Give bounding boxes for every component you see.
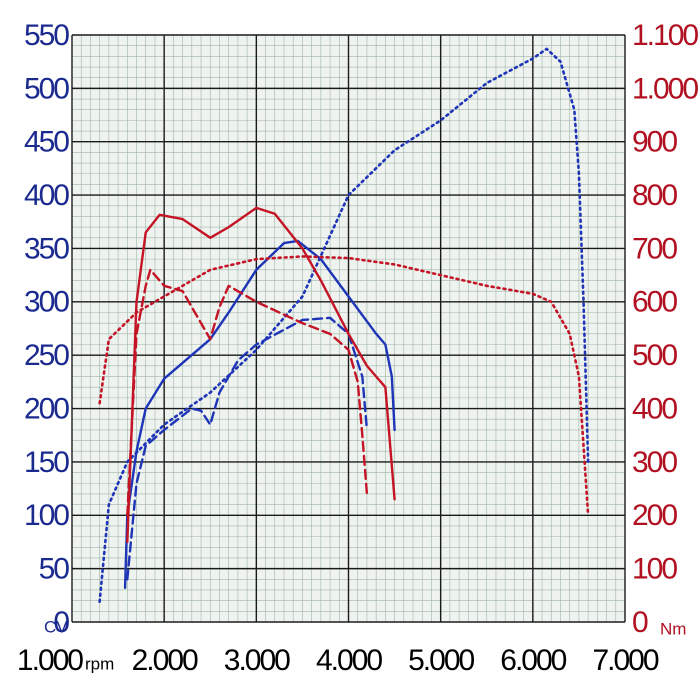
- y-tick-label: 150: [24, 446, 69, 479]
- y2-tick-label: 500: [632, 339, 677, 372]
- y2-tick-label: 800: [632, 179, 677, 212]
- y-unit: CV: [44, 617, 68, 636]
- y-tick-label: 250: [24, 339, 69, 372]
- y-tick-label: 50: [39, 553, 70, 586]
- y2-tick-label: 0: [632, 606, 648, 639]
- y-tick-label: 100: [24, 499, 69, 532]
- y2-tick-label: 600: [632, 286, 677, 319]
- line-series: [126, 316, 369, 581]
- y2-tick-label: 300: [632, 446, 677, 479]
- y-tick-label: 500: [24, 72, 69, 105]
- x-tick-label: 1.000: [17, 644, 83, 677]
- line-series: [98, 47, 590, 604]
- line-series: [123, 239, 396, 590]
- line-series: [98, 255, 590, 517]
- x-tick-label: 6.000: [500, 644, 566, 677]
- y-tick-label: 450: [24, 126, 69, 159]
- x-tick-label: 2.000: [132, 644, 198, 677]
- line-series: [126, 268, 369, 517]
- y2-tick-label: 700: [632, 232, 677, 265]
- y-tick-label: 0: [53, 606, 69, 639]
- y2-tick-label: 100: [632, 553, 677, 586]
- y2-tick-label: 1.000: [632, 72, 698, 105]
- y2-tick-label: 900: [632, 126, 677, 159]
- y2-tick-label: 1.100: [632, 19, 698, 52]
- x-tick-label: 3.000: [224, 644, 290, 677]
- line-series: [126, 206, 396, 544]
- y2-tick-label: 200: [632, 499, 677, 532]
- y-tick-label: 200: [24, 392, 69, 425]
- y-tick-label: 300: [24, 286, 69, 319]
- x-tick-label: 7.000: [592, 644, 658, 677]
- y2-unit: Nm: [660, 619, 686, 638]
- x-unit: rpm: [85, 654, 114, 673]
- y-tick-label: 550: [24, 19, 69, 52]
- y-tick-label: 400: [24, 179, 69, 212]
- y2-tick-label: 400: [632, 392, 677, 425]
- x-tick-label: 4.000: [316, 644, 382, 677]
- x-tick-label: 5.000: [408, 644, 474, 677]
- y-tick-label: 350: [24, 232, 69, 265]
